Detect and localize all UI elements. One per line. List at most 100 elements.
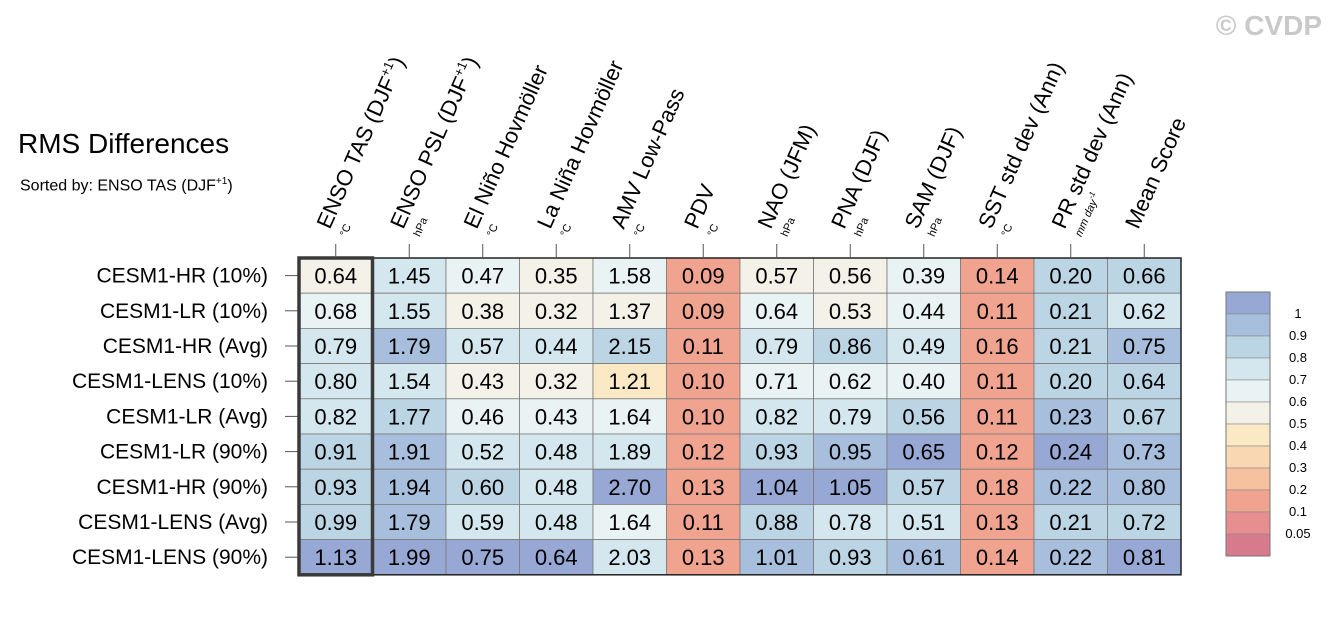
cell-value-label: 0.40 [902, 369, 945, 394]
heatmap-cell [519, 257, 594, 294]
cell-value-label: 0.60 [461, 475, 504, 500]
cell-value-label: 0.21 [1049, 299, 1092, 324]
cell-value-label: 1.54 [388, 369, 431, 394]
cell-value-label: 0.44 [535, 334, 578, 359]
column-label: AMV Low-Pass [605, 84, 689, 232]
cell-value-label: 2.03 [608, 545, 651, 570]
column-unit: hPa [926, 215, 945, 239]
colorbar-tick-label: 0.05 [1285, 526, 1310, 541]
cell-value-label: 0.82 [755, 404, 798, 429]
heatmap-cell [666, 468, 741, 505]
heatmap-cell [960, 539, 1035, 576]
cell-value-label: 0.14 [976, 264, 1019, 289]
row-label: CESM1-LENS (90%) [72, 546, 268, 569]
cell-value-label: 0.62 [1123, 299, 1166, 324]
cell-value-label: 0.95 [829, 440, 872, 465]
cell-value-label: 0.73 [1123, 440, 1166, 465]
heatmap-cell [813, 433, 888, 470]
cell-value-label: 1.55 [388, 299, 431, 324]
cell-value-label: 0.62 [829, 369, 872, 394]
colorbar-swatch [1225, 335, 1271, 359]
cell-value-label: 0.11 [977, 299, 1018, 324]
cell-value-label: 0.80 [314, 369, 357, 394]
column-unit: hPa [411, 215, 430, 239]
heatmap-cell [372, 327, 447, 364]
cell-value-label: 1.79 [388, 510, 431, 535]
cell-value-label: 1.04 [755, 475, 798, 500]
heatmap-cell [1033, 327, 1108, 364]
cell-value-label: 1.91 [388, 440, 431, 465]
cell-value-label: 0.80 [1123, 475, 1166, 500]
heatmap-cell [739, 433, 814, 470]
cell-value-label: 0.43 [461, 369, 504, 394]
heatmap-cell [592, 363, 667, 400]
heatmap-cell [298, 539, 373, 576]
row-label: CESM1-LR (10%) [100, 300, 268, 323]
heatmap-cell [592, 468, 667, 505]
cell-value-label: 0.52 [461, 440, 504, 465]
heatmap-cell [592, 292, 667, 329]
cell-value-label: 0.20 [1049, 264, 1092, 289]
cell-value-label: 0.64 [314, 264, 357, 289]
heatmap-cell [813, 327, 888, 364]
heatmap-cell [813, 539, 888, 576]
heatmap-cell [445, 433, 520, 470]
heatmap-cell [886, 503, 961, 540]
heatmap-cell [372, 539, 447, 576]
row-label: CESM1-HR (10%) [96, 265, 268, 288]
column-unit: °C [999, 222, 1015, 238]
heatmap-cell [813, 257, 888, 294]
cell-value-label: 0.71 [755, 369, 798, 394]
cell-value-label: 1.64 [608, 404, 651, 429]
cell-value-label: 0.56 [902, 404, 945, 429]
heatmap-cell [372, 468, 447, 505]
cell-value-label: 1.21 [608, 369, 651, 394]
cell-value-label: 0.75 [1123, 334, 1166, 359]
cell-value-label: 2.15 [608, 334, 651, 359]
cell-value-label: 0.43 [535, 404, 578, 429]
cell-value-label: 0.53 [829, 299, 872, 324]
colorbar-tick-label: 0.2 [1289, 482, 1307, 497]
cell-value-label: 0.20 [1049, 369, 1092, 394]
colorbar-swatch [1225, 401, 1271, 425]
column-label: Mean Score [1120, 113, 1191, 232]
cell-value-label: 1.89 [608, 440, 651, 465]
heatmap-cell [519, 363, 594, 400]
colorbar-swatch [1225, 357, 1271, 381]
cell-value-label: 0.11 [977, 369, 1018, 394]
cell-value-label: 0.24 [1049, 440, 1092, 465]
heatmap-cell [592, 327, 667, 364]
cell-value-label: 0.39 [902, 264, 945, 289]
cell-value-label: 0.86 [829, 334, 872, 359]
heatmap-cell [813, 398, 888, 435]
cell-value-label: 0.32 [535, 369, 578, 394]
heatmap-cell [592, 398, 667, 435]
cell-value-label: 0.64 [535, 545, 578, 570]
colorbar-swatch [1225, 511, 1271, 535]
cell-value-label: 0.22 [1049, 545, 1092, 570]
cell-value-label: 0.23 [1049, 404, 1092, 429]
cell-value-label: 0.79 [829, 404, 872, 429]
cell-value-label: 0.82 [314, 404, 357, 429]
column-header: PNA (DJF)hPa [826, 126, 892, 239]
heatmap-cell [960, 398, 1035, 435]
cell-value-label: 0.21 [1049, 510, 1092, 535]
colorbar-swatch [1225, 313, 1271, 337]
cell-value-label: 0.13 [976, 510, 1019, 535]
cell-value-label: 0.75 [461, 545, 504, 570]
cell-value-label: 0.38 [461, 299, 504, 324]
subtitle-superscript: +1 [215, 176, 228, 187]
cell-value-label: 0.93 [755, 440, 798, 465]
cell-value-label: 2.70 [608, 475, 651, 500]
cell-value-label: 0.11 [977, 404, 1018, 429]
colorbar-tick-label: 0.3 [1289, 460, 1307, 475]
colorbar-swatch [1225, 445, 1271, 469]
colorbar-swatch [1225, 467, 1271, 491]
colorbar-swatch [1225, 489, 1271, 513]
cell-value-label: 0.59 [461, 510, 504, 535]
colorbar-border [1225, 291, 1271, 557]
watermark: © CVDP [1215, 10, 1322, 41]
heatmap-cell [886, 292, 961, 329]
cell-value-label: 0.09 [682, 264, 725, 289]
